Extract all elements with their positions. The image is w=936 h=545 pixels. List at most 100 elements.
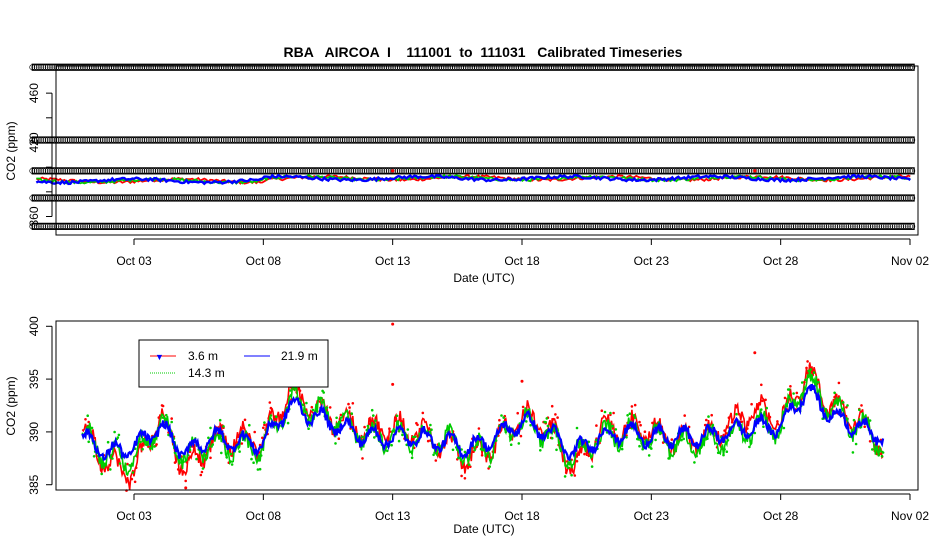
black-level-point [343,195,350,201]
series-point [320,396,323,400]
black-level-point [751,195,757,201]
black-level-point [458,223,465,230]
black-level-point [599,195,605,201]
series-point [222,425,225,428]
black-level-point [240,137,247,143]
black-level-point [273,137,280,143]
black-level-point [189,64,196,71]
series-point [638,420,641,424]
black-level-point [104,195,110,201]
bottom-plot-frame [55,320,919,491]
black-level-point [33,64,40,71]
series-point [643,430,647,434]
black-level-point [209,223,216,230]
series-point [805,366,808,370]
black-level-point [751,137,757,143]
black-level-point [603,195,610,201]
black-level-point [575,137,581,143]
black-level-point [531,137,537,143]
black-level-point [106,64,113,71]
black-level-point [623,195,630,201]
black-level-point [431,195,438,201]
black-level-point [612,223,619,230]
black-level-point [722,64,729,71]
black-level-point [409,223,416,230]
black-level-point [354,223,361,230]
black-level-point [436,195,443,201]
black-level-point [227,167,234,174]
black-level-point [630,167,636,174]
black-level-point [438,195,445,201]
black-level-point [361,195,368,201]
black-level-point [553,137,559,143]
black-level-point [526,64,533,71]
series-point [117,433,121,437]
series-point [603,410,607,414]
black-level-point [36,64,42,71]
series-point [639,423,642,427]
black-level-point [847,137,854,143]
black-level-point [784,223,790,230]
black-level-point [843,195,850,201]
black-level-point [841,64,847,71]
black-level-point [658,137,665,143]
black-level-point [740,223,746,230]
black-level-point [647,167,654,174]
black-level-point [608,64,614,71]
black-level-point [183,223,190,230]
black-level-point [60,223,66,230]
black-level-point [308,64,315,71]
black-level-point [198,64,205,71]
black-level-point [652,167,658,174]
black-level-point [453,64,460,71]
black-level-point [469,195,476,201]
series-point [469,465,472,469]
black-level-point [438,223,445,230]
black-level-point [247,167,253,174]
black-level-point [713,167,720,174]
black-level-point [427,167,434,174]
black-level-point [150,195,157,201]
black-level-point [486,64,493,71]
black-level-point [181,167,187,174]
black-level-point [161,195,168,201]
series-point [139,440,142,444]
black-level-point [284,223,291,230]
black-level-point [40,64,47,71]
black-level-point [865,167,872,174]
black-level-point [506,64,513,71]
black-level-point [132,195,139,201]
black-level-point [839,137,845,143]
black-level-point [531,223,537,230]
black-level-point [660,167,667,174]
series-point [806,360,809,363]
black-level-point [581,64,588,71]
black-level-series-397 [29,167,916,175]
black-level-point [102,195,108,201]
black-level-point [740,64,746,71]
series-point [250,457,253,461]
black-level-point [174,167,181,174]
black-level-point [167,195,174,201]
black-level-point [535,167,542,174]
black-level-point [139,223,146,230]
black-level-point [762,64,768,71]
black-level-point [905,167,911,174]
black-level-point [599,137,605,143]
black-level-point [295,64,302,71]
black-level-point [830,223,836,230]
black-level-point [376,167,383,174]
black-level-point [577,167,583,174]
black-level-point [33,167,40,174]
black-level-point [77,195,84,201]
black-level-point [504,64,511,71]
black-level-point [154,167,161,174]
black-level-point [205,137,212,143]
series-point [546,424,550,428]
black-level-point [718,195,724,201]
black-level-point [486,137,493,143]
black-level-point [779,137,786,143]
black-level-point [350,64,357,71]
black-level-point [431,137,438,143]
black-level-point [872,195,878,201]
